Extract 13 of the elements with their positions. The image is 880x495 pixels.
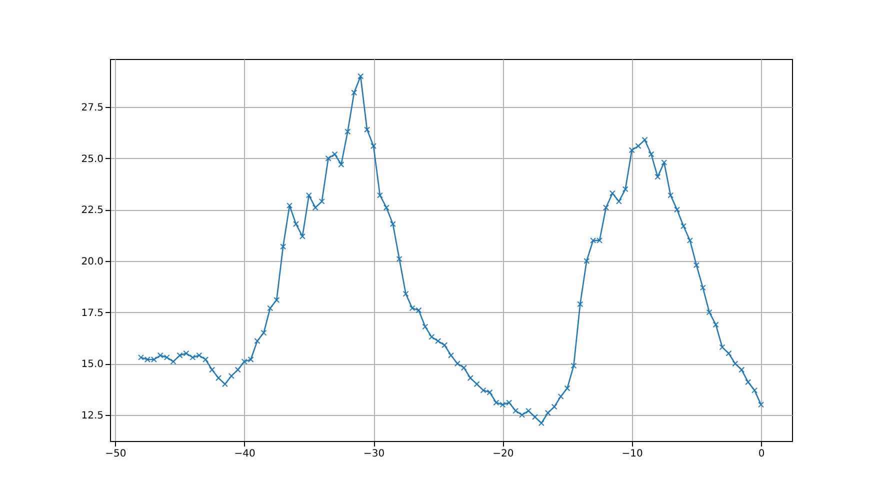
x-tick-label: −20 bbox=[492, 448, 514, 460]
x-tick-label: −40 bbox=[234, 448, 256, 460]
x-tick-label: −30 bbox=[363, 448, 385, 460]
y-tick-label: 17.5 bbox=[81, 308, 104, 319]
y-tick-label: 27.5 bbox=[81, 102, 104, 114]
y-tick-label: 25.0 bbox=[81, 154, 104, 165]
x-tick-label: −10 bbox=[622, 448, 643, 460]
y-tick-label: 15.0 bbox=[81, 359, 104, 370]
y-tick-label: 12.5 bbox=[81, 410, 104, 422]
x-tick-label: −50 bbox=[105, 448, 126, 460]
y-tick-label: 20.0 bbox=[81, 256, 104, 268]
x-tick-label: 0 bbox=[758, 448, 765, 460]
y-tick-label: 22.5 bbox=[81, 205, 104, 216]
